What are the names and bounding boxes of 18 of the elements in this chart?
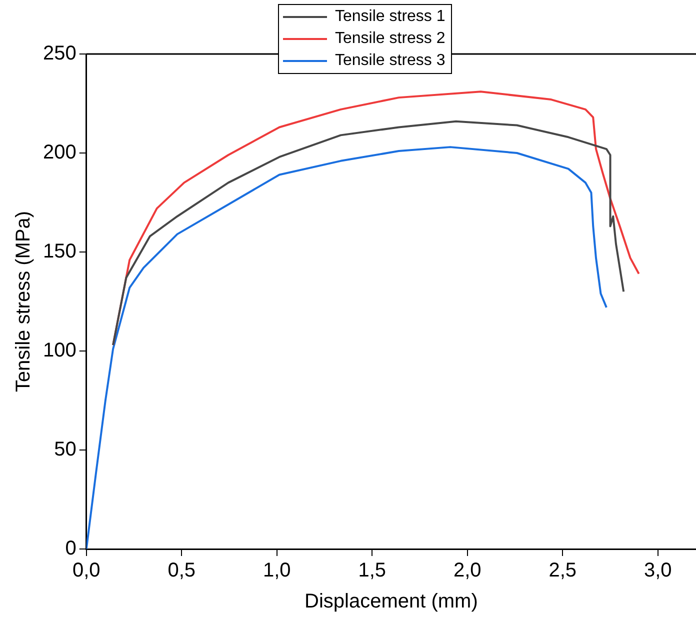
x-tick-label: 2,5 [548, 560, 577, 582]
legend-label: Tensile stress 3 [335, 51, 446, 71]
y-tick-label: 100 [42, 340, 76, 362]
x-tick-label: 1,5 [358, 560, 386, 582]
legend-label: Tensile stress 1 [335, 7, 446, 27]
y-axis-title: Tensile stress (MPa) [12, 210, 35, 392]
x-axis-title: Displacement (mm) [304, 590, 478, 613]
x-tick-label: 1,0 [262, 560, 291, 582]
x-tick-label: 0,0 [72, 560, 100, 582]
legend-label: Tensile stress 2 [335, 29, 446, 49]
y-tick-label: 250 [42, 42, 76, 65]
x-tick-label: 3,0 [644, 560, 672, 582]
y-tick-label: 200 [42, 142, 76, 164]
y-tick-label: 150 [42, 240, 76, 263]
x-tick-label: 0,5 [168, 560, 196, 582]
y-tick-label: 50 [54, 438, 76, 461]
x-tick-label: 2,0 [453, 560, 482, 582]
y-tick-label: 0 [65, 538, 76, 560]
